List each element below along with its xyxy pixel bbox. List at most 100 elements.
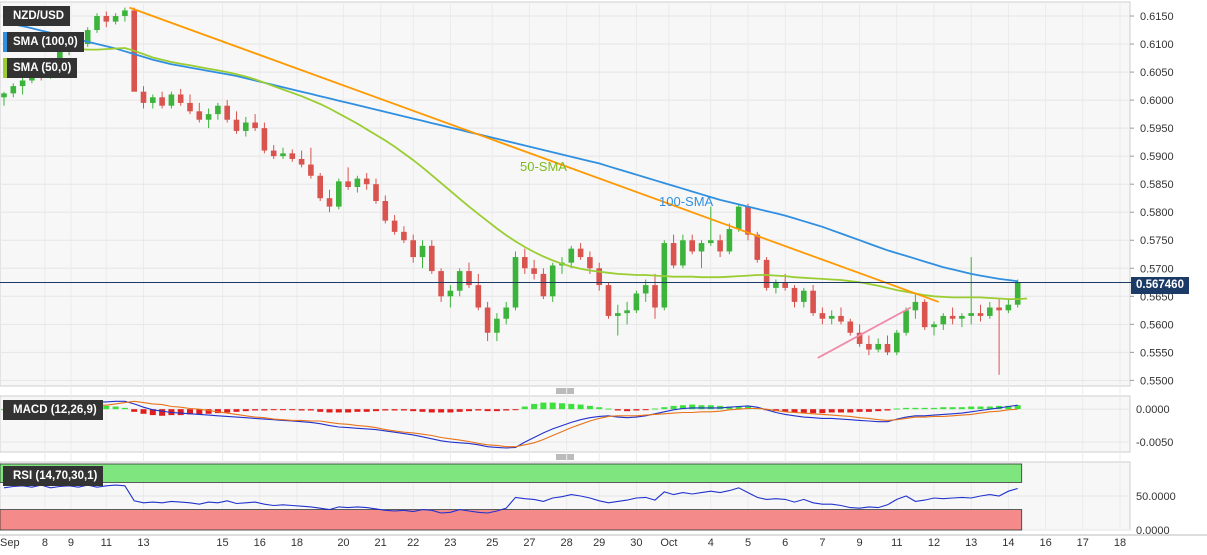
candle-body	[1005, 304, 1012, 311]
macd-histogram-bar	[261, 409, 268, 411]
candle-body	[587, 257, 593, 269]
candle-body	[140, 91, 147, 103]
macd-histogram-bar	[233, 409, 240, 412]
x-tick-label: 25	[486, 537, 498, 549]
candle-body	[698, 243, 705, 252]
candle-body	[298, 158, 305, 165]
y-tick-label: 0.5900	[1140, 151, 1174, 163]
macd-histogram-bar	[735, 406, 742, 410]
grid-layer	[0, 1, 1131, 531]
x-tick-label: 6	[782, 537, 788, 549]
candle-body	[391, 220, 398, 232]
candle-body	[931, 324, 937, 328]
macd-histogram-bar	[605, 408, 612, 410]
y-tick-label: 0.6150	[1140, 11, 1174, 23]
macd-histogram-bar	[531, 403, 538, 410]
x-tick-label: 7	[819, 537, 825, 549]
x-tick-label: 23	[444, 537, 456, 549]
candle-body	[159, 97, 165, 106]
y-tick-label: 0.6100	[1140, 39, 1174, 51]
candle-body	[745, 206, 751, 235]
rsi-line	[3, 484, 1018, 514]
candle-body	[326, 198, 333, 207]
y-tick-label: 0.6050	[1140, 67, 1174, 79]
macd-histogram-bar	[428, 409, 435, 413]
candle-body	[717, 240, 723, 252]
candle-body	[828, 315, 835, 319]
y-tick-label: 0.5850	[1140, 179, 1174, 191]
candle-body	[373, 184, 379, 202]
candle-body	[410, 240, 416, 258]
candle-body	[363, 178, 370, 185]
macd-histogram-bar	[363, 409, 370, 412]
x-tick-label: 12	[928, 537, 940, 549]
macd-histogram-bar	[865, 409, 872, 412]
candle-body	[280, 153, 286, 157]
macd-tick-label: -0.0050	[1136, 437, 1173, 449]
candle-body	[84, 30, 91, 45]
support-trendline	[817, 306, 912, 359]
candle-body	[503, 307, 509, 319]
candle-body	[726, 229, 733, 252]
candle-body	[708, 240, 714, 244]
candle-body	[233, 119, 240, 131]
x-tick-label: 30	[630, 537, 642, 549]
macd-histogram-bar	[503, 409, 510, 411]
macd-histogram-bar	[689, 404, 696, 410]
candle-body	[549, 265, 556, 297]
macd-histogram-bar	[1005, 405, 1012, 410]
candle-body	[150, 97, 156, 103]
macd-histogram-bar	[438, 409, 445, 413]
x-tick-label: 16	[1039, 537, 1051, 549]
candle-body	[438, 271, 444, 297]
macd-histogram-bar	[782, 409, 789, 412]
macd-histogram-bar	[596, 407, 603, 410]
candle-body	[429, 245, 435, 272]
candle-body	[968, 313, 974, 316]
rsi-oversold-zone	[0, 509, 1023, 531]
candle-body	[112, 16, 119, 22]
macd-label: MACD (12,26,9)	[3, 400, 103, 420]
candle-body	[819, 313, 826, 319]
candle-body	[354, 178, 361, 187]
x-tick-label: 4	[708, 537, 714, 549]
candle-body	[735, 206, 742, 230]
resistance-trendline	[129, 6, 939, 303]
y-tick-label: 0.6000	[1140, 95, 1174, 107]
x-tick-label: 18	[1114, 537, 1126, 549]
macd-histogram-bar	[205, 409, 212, 414]
macd-histogram-bar	[875, 409, 882, 412]
macd-histogram-bar	[968, 406, 975, 410]
rsi-tick-label: 0.0000	[1136, 525, 1170, 537]
macd-histogram-bar	[661, 407, 668, 410]
macd-histogram-bar	[224, 409, 231, 413]
candle-body	[577, 248, 584, 258]
macd-histogram-bar	[196, 409, 203, 415]
candle-body	[261, 128, 268, 151]
candle-body	[652, 285, 658, 308]
y-tick-label: 0.5800	[1140, 207, 1174, 219]
x-tick-label: 22	[407, 537, 419, 549]
macd-histogram-bar	[345, 409, 352, 413]
macd-signal-line	[3, 400, 1018, 448]
sma50-line	[3, 40, 1028, 301]
indicator-lines	[0, 6, 1132, 514]
candle-body	[345, 181, 351, 187]
x-tick-label: Oct	[660, 537, 677, 549]
candle-body	[903, 310, 909, 333]
sma100-label: SMA (100,0)	[3, 32, 84, 52]
macd-histogram-bar	[856, 409, 863, 412]
macd-histogram-bar	[289, 409, 296, 411]
macd-histogram-bar	[373, 409, 379, 412]
macd-histogram-bar	[810, 409, 817, 414]
macd-histogram-bar	[112, 406, 119, 410]
candle-body	[10, 86, 17, 94]
x-tick-label: 28	[561, 537, 573, 549]
candle-body	[187, 102, 193, 112]
macd-histogram-bar	[559, 403, 565, 410]
x-tick-label: 11	[101, 537, 112, 549]
candle-body	[522, 257, 528, 269]
macd-histogram-bar	[484, 409, 491, 412]
candle-body	[847, 321, 854, 333]
candle-body	[317, 175, 323, 199]
